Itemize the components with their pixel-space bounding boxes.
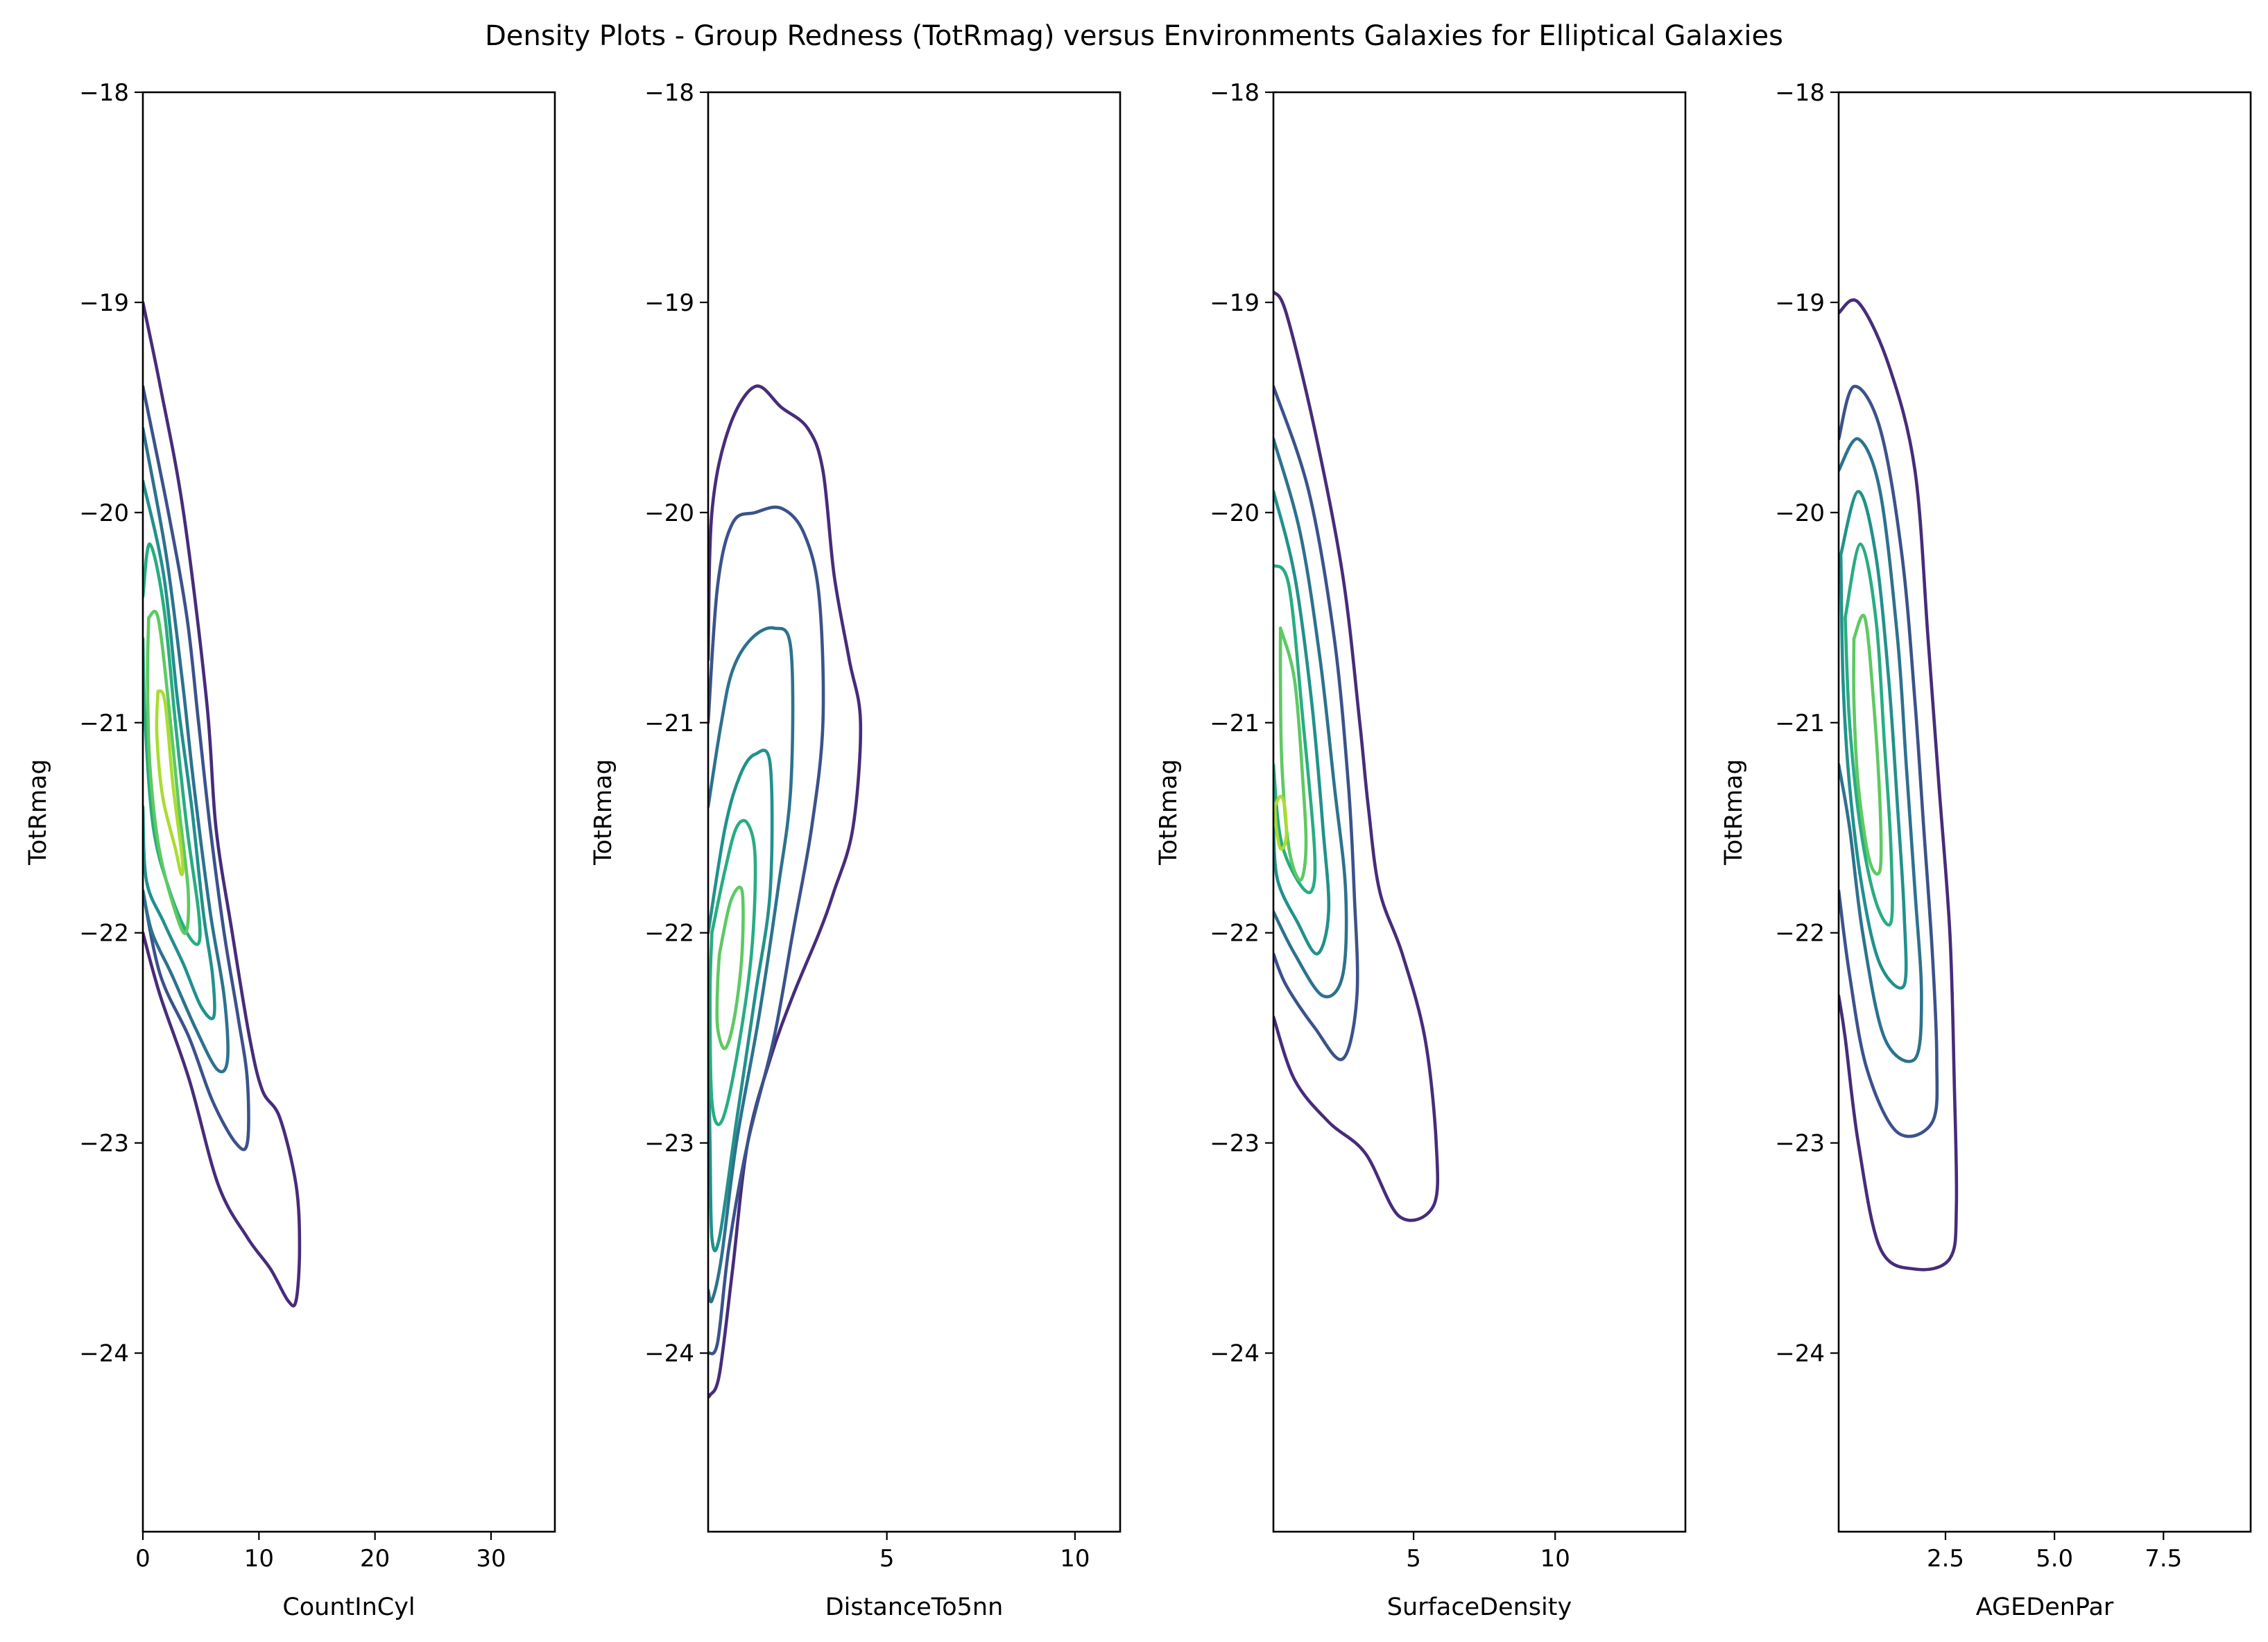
contour-line-level-5 [715,885,745,1050]
y-tick-label: −20 [1210,499,1260,527]
contour-line-level-0 [1839,298,1959,1272]
axes-frame [1837,91,2252,1533]
y-tick-label: −23 [1210,1130,1260,1158]
x-tick-label: 30 [476,1545,506,1573]
x-axis-label: SurfaceDensity [1387,1593,1572,1621]
contour-line-level-2 [1839,437,1923,1063]
contour-line-level-0 [1273,290,1440,1222]
y-tick-label: −22 [1775,920,1825,948]
y-tick-label: −19 [1210,289,1260,317]
contour-line-level-1 [143,384,250,1152]
x-axis-label: CountInCyl [282,1593,415,1621]
contour-line-level-1 [1273,384,1359,1061]
y-tick-label: −18 [644,79,694,107]
x-tick-label: 5.0 [2036,1545,2073,1573]
contour-line-level-1 [708,505,825,1355]
x-tick-label: 5 [1406,1545,1421,1573]
contour-line-level-2 [143,427,230,1074]
contour-group [1273,290,1440,1222]
contour-line-level-2 [1273,437,1348,999]
x-axis-label: DistanceTo5nn [825,1593,1004,1621]
y-tick-label: −19 [1775,289,1825,317]
y-tick-label: −20 [644,499,694,527]
y-tick-label: −18 [79,79,129,107]
contour-line-level-5 [1278,626,1308,882]
x-tick-label: 10 [1540,1545,1570,1573]
contour-line-level-6 [1273,794,1288,851]
subplot-2: −24 −23 −22 −21 −20 −19 −18 5 10 DistanceTo5nn Tot… [590,79,1122,1621]
axes-frame [141,91,556,1533]
subplot-1: −24 −23 −22 −21 −20 −19 −18 0 10 20 30 CountInCyl To… [24,79,556,1621]
y-axis-label: TotRmag [1720,759,1748,866]
contour-line-level-5 [146,610,191,935]
contour-line-level-3 [1839,490,1908,990]
contour-line-level-5 [1852,613,1883,876]
y-tick-label: −20 [79,499,129,527]
y-tick-label: −21 [1775,710,1825,737]
y-tick-label: −24 [644,1340,694,1368]
y-tick-label: −18 [1775,79,1825,107]
axes-frame [1272,91,1687,1533]
y-tick-label: −18 [1210,79,1260,107]
contour-line-level-1 [1839,384,1939,1138]
y-tick-label: −20 [1775,499,1825,527]
subplot-3: −24 −23 −22 −21 −20 −19 −18 5 10 SurfaceDensity To… [1155,79,1687,1621]
contour-group [1839,298,1959,1272]
contour-line-level-6 [155,689,184,876]
y-tick-label: −19 [644,289,694,317]
contour-line-level-3 [143,479,216,1020]
y-tick-label: −22 [1210,920,1260,948]
y-tick-label: −23 [1775,1130,1825,1158]
y-tick-label: −19 [79,289,129,317]
y-tick-label: −23 [644,1130,694,1158]
chart-title: Density Plots - Group Redness (TotRmag) … [485,20,1783,52]
contour-line-level-4 [708,819,757,1127]
subplots: −24 −23 −22 −21 −20 −19 −18 0 10 20 30 CountInCyl To… [24,79,2252,1621]
x-tick-label: 20 [360,1545,390,1573]
contour-line-level-3 [1273,490,1331,956]
x-axis-label: AGEDenPar [1976,1593,2114,1621]
y-axis-label: TotRmag [24,759,52,866]
x-tick-label: 10 [1060,1545,1090,1573]
x-tick-label: 0 [135,1545,151,1573]
contour-group [708,384,863,1399]
x-tick-label: 7.5 [2145,1545,2182,1573]
y-tick-label: −24 [1775,1340,1825,1368]
y-tick-label: −21 [644,710,694,737]
contour-line-level-4 [1273,563,1317,894]
y-axis-label: TotRmag [590,759,617,866]
y-tick-label: −22 [79,920,129,948]
subplot-4: −24 −23 −22 −21 −20 −19 −18 2.5 5.0 7.5 AGEDenPar T… [1720,79,2252,1621]
y-tick-label: −24 [1210,1340,1260,1368]
contour-line-level-4 [1844,542,1894,927]
contour-line-level-0 [708,384,863,1399]
y-tick-label: −21 [79,710,129,737]
contour-line-level-4 [143,542,202,946]
contour-line-level-0 [143,300,302,1308]
axes-frame [707,91,1122,1533]
contour-line-level-3 [708,749,774,1253]
contour-group [143,300,302,1308]
y-tick-label: −22 [644,920,694,948]
y-axis-label: TotRmag [1155,759,1183,866]
y-tick-label: −23 [79,1130,129,1158]
contour-line-level-2 [708,626,795,1303]
x-tick-label: 10 [244,1545,274,1573]
x-tick-label: 5 [879,1545,895,1573]
x-tick-label: 2.5 [1927,1545,1964,1573]
y-tick-label: −24 [79,1340,129,1368]
y-tick-label: −21 [1210,710,1260,737]
